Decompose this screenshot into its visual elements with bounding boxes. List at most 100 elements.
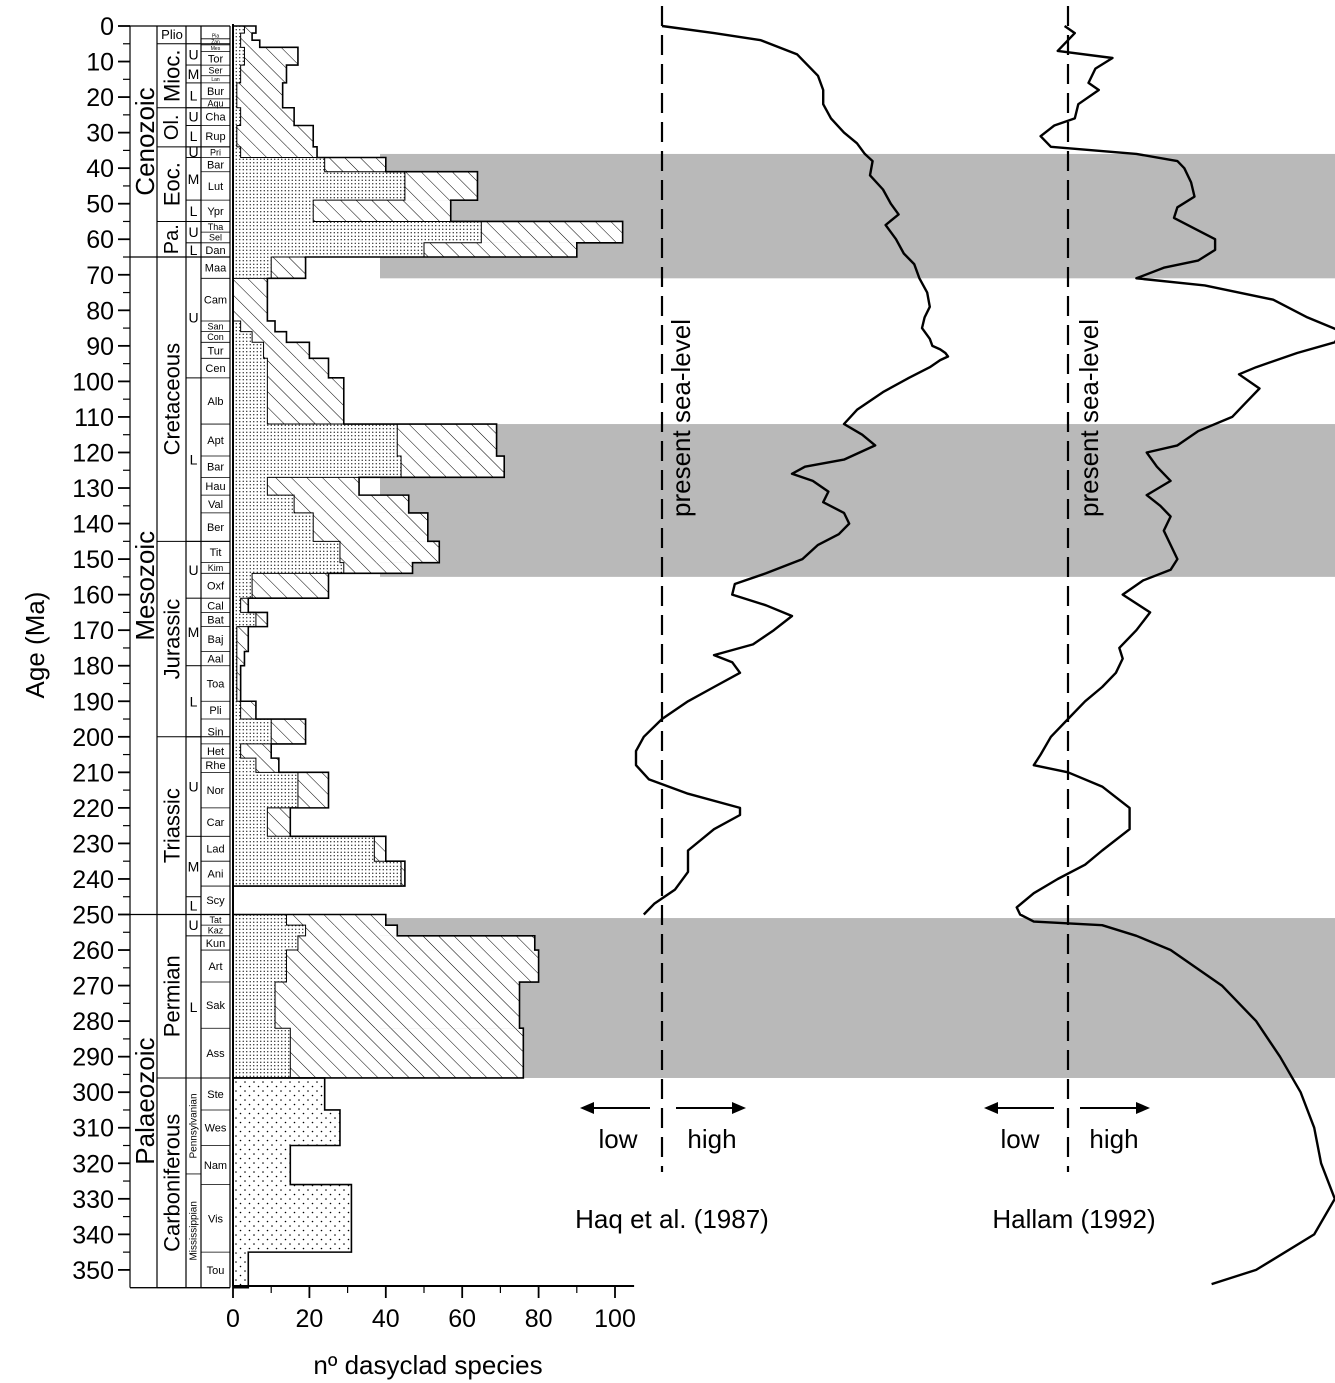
era-label: Mesozoic [130,531,160,641]
stage-label: Baj [208,634,224,646]
stage-label: Lut [208,181,223,193]
y-tick-label: 200 [72,724,114,752]
subperiod-label: Mississippian [189,1201,200,1260]
bar-hatched [401,456,505,478]
curve-source-label: Haq et al. (1987) [575,1204,769,1234]
y-tick-label: 100 [72,368,114,396]
epoch-label: U [188,46,198,62]
bar-dotted [233,612,256,627]
bar-hatched [286,950,539,983]
stage-label: Nam [204,1160,227,1172]
bar-dotted [233,221,482,243]
bar-hatched [236,651,245,666]
stage-label: Oxf [207,581,225,593]
bar-dotted [233,512,314,542]
y-tick-label: 320 [72,1150,114,1178]
bar-dotted [233,1184,352,1253]
y-tick-label: 230 [72,830,114,858]
period-label: Pa. [161,224,183,254]
stage-label: Ani [208,869,224,881]
bar-hatched [481,221,623,243]
bar-hatched [240,701,256,720]
stage-label: Tha [208,222,224,232]
stage-label: Vis [208,1213,224,1225]
y-tick-label: 120 [72,439,114,467]
bar-dotted [233,358,268,378]
sea-level-curve [1015,25,1335,1286]
bar-hatched [236,125,314,147]
bar-hatched [267,358,329,378]
stage-label: Cha [205,112,226,124]
bar-dotted [233,1077,325,1110]
bar-dotted [233,107,241,126]
bar-hatched [252,573,329,599]
bar-dotted [233,598,241,613]
stage-label: Nor [207,785,225,797]
stage-label: Con [207,332,224,342]
y-tick-label: 10 [86,49,114,77]
epoch-label: U [188,779,198,795]
stage-label: Car [207,817,225,829]
y-tick-label: 40 [86,155,114,183]
bar-dotted [233,171,405,201]
y-tick-label: 260 [72,937,114,965]
bar-dotted [233,146,241,158]
stage-label: Toa [207,678,226,690]
y-tick-label: 350 [72,1257,114,1285]
bar-hatched [233,278,268,321]
bar-hatched [401,861,405,887]
era-label: Cenozoic [130,87,160,195]
x-tick-label: 20 [295,1305,323,1333]
bar-outline-carboniferous [233,1077,353,1289]
bar-hatched [236,626,249,652]
epoch-label: M [188,66,200,82]
bar-hatched [305,925,398,936]
stage-label: Art [208,961,222,973]
bar-hatched [397,424,497,457]
bar-dotted [233,1252,249,1288]
stage-label: Tur [207,345,223,357]
bar-hatched [236,665,241,702]
x-axis-label: nº dasyclad species [313,1350,542,1380]
bar-hatched [252,331,287,343]
bar-dotted [233,65,241,83]
epoch-label: U [188,224,198,240]
bar-hatched [290,1028,524,1078]
epoch-label: L [190,203,198,219]
bar-dotted [233,935,298,951]
bar-dotted [233,836,375,862]
y-tick-label: 30 [86,120,114,148]
bar-hatched [313,200,451,222]
stage-label: Val [208,499,223,511]
bar-dotted [233,626,237,652]
bar-dotted [233,982,276,1029]
bar-dotted [233,26,245,34]
stratigraphic-column: Cenozoic Mesozoic Palaeozoic Plio Mioc. Ol. Eo… [129,25,231,1289]
bar-dotted [233,772,298,808]
low-arrow-head [580,1102,594,1114]
stage-label: Bat [207,614,224,626]
x-tick-label: 80 [525,1305,553,1333]
bar-dotted [233,47,245,66]
stage-label: Bar [207,160,224,172]
bar-dotted [233,807,268,837]
bar-hatched [267,477,360,496]
bar-hatched [240,40,260,48]
stage-label: Tou [207,1265,225,1277]
bar-hatched [271,719,306,744]
bar-dotted [233,257,272,279]
stage-label: Aqu [207,99,223,109]
stage-label: Pri [210,147,221,157]
epoch-label: L [190,693,198,709]
y-tick-label: 250 [72,902,114,930]
y-tick-label: 180 [72,653,114,681]
stage-label: Hau [205,481,225,493]
stage-label: Tat [209,915,222,925]
subperiod-label: Pennsylvanian [189,1093,200,1158]
stage-label: Lan [211,77,220,83]
y-tick-label: 270 [72,973,114,1001]
bar-dotted [233,743,241,759]
stage-label: Apt [207,435,224,447]
bar-hatched [255,612,268,627]
bar-dotted [233,424,398,457]
